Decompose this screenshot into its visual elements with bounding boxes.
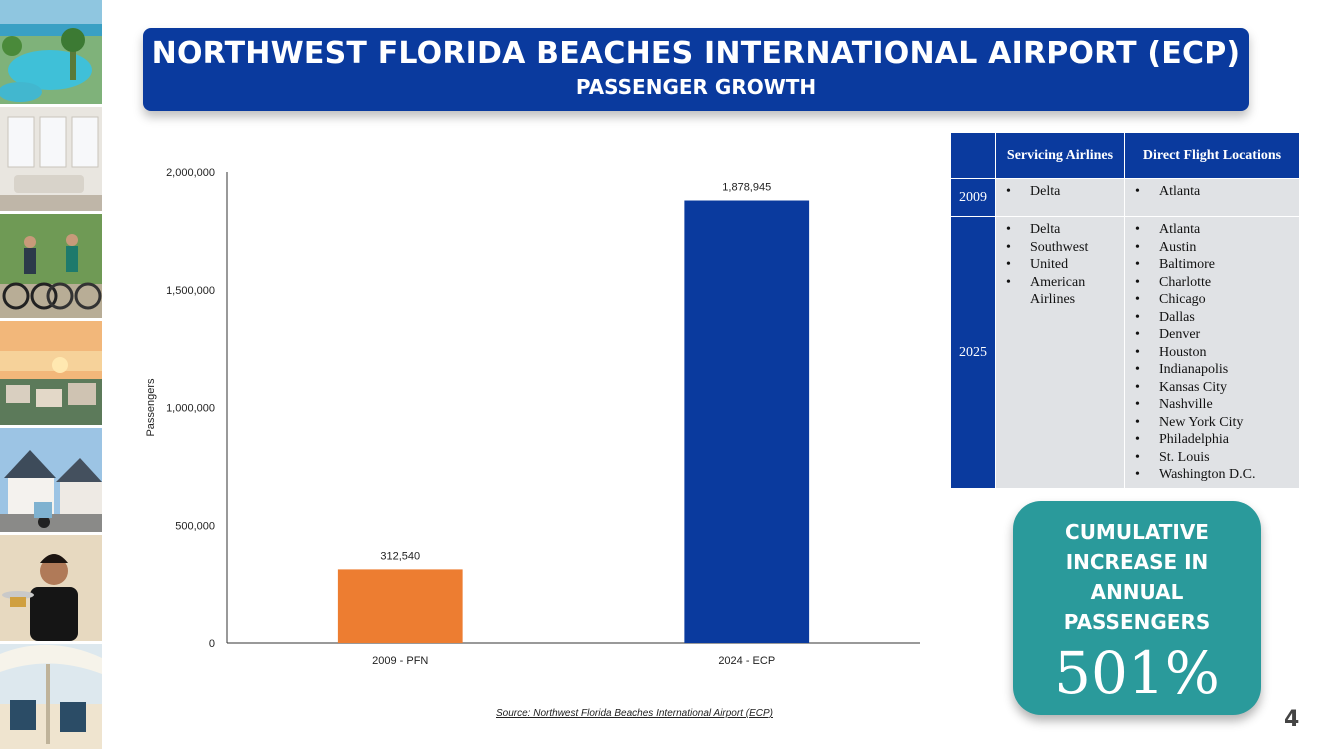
table-header-locations: Direct Flight Locations (1124, 132, 1300, 179)
page-number: 4 (1284, 707, 1300, 732)
x-tick-label: 2024 - ECP (718, 655, 775, 667)
passenger-bar-chart: Passengers 0 500,000 1,000,000 1,500,000 2,0… (145, 167, 920, 667)
row-locations: AtlantaAustinBaltimoreCharlotteChicagoDa… (1124, 216, 1300, 489)
bars: 312,540 2009 - PFN 1,878,945 2024 - ECP (337, 182, 810, 667)
location-item: Atlanta (1131, 183, 1293, 201)
location-item: New York City (1131, 414, 1293, 432)
location-item: Charlotte (1131, 274, 1293, 292)
y-axis-title: Passengers (145, 378, 157, 437)
source-note: Source: Northwest Florida Beaches Intern… (496, 708, 773, 719)
houses-scooter-photo (0, 428, 102, 532)
photo-strip (0, 0, 102, 749)
location-item: Houston (1131, 344, 1293, 362)
location-item: Austin (1131, 239, 1293, 257)
location-item: Baltimore (1131, 256, 1293, 274)
airline-item: Southwest (1002, 239, 1118, 257)
location-item: Atlanta (1131, 221, 1293, 239)
row-airlines: Delta (995, 178, 1125, 217)
table-row: 2009 Delta Atlanta (950, 178, 1300, 217)
airline-item: American Airlines (1002, 274, 1118, 309)
page-subtitle: PASSENGER GROWTH (575, 75, 817, 99)
y-tick-label: 1,000,000 (166, 403, 215, 415)
flights-table: Servicing Airlines Direct Flight Locatio… (950, 132, 1300, 489)
bar (684, 200, 810, 643)
y-tick-label: 2,000,000 (166, 167, 215, 179)
row-year: 2025 (950, 216, 996, 489)
location-item: Nashville (1131, 396, 1293, 414)
cumulative-increase-box: CUMULATIVE INCREASE IN ANNUAL PASSENGERS… (1013, 501, 1261, 715)
stat-value: 501% (1054, 639, 1220, 707)
cyclists-photo (0, 214, 102, 318)
stat-label: CUMULATIVE INCREASE IN ANNUAL PASSENGERS (1063, 520, 1211, 634)
server-waitress-photo (0, 535, 102, 641)
y-tick-label: 0 (209, 638, 215, 650)
location-item: St. Louis (1131, 449, 1293, 467)
page-title: NORTHWEST FLORIDA BEACHES INTERNATIONAL … (151, 36, 1241, 71)
location-item: Dallas (1131, 309, 1293, 327)
sunset-town-photo (0, 321, 102, 425)
location-item: Philadelphia (1131, 431, 1293, 449)
row-locations: Atlanta (1124, 178, 1300, 217)
table-header-airlines: Servicing Airlines (995, 132, 1125, 179)
bar-value-label: 312,540 (380, 550, 420, 562)
table-header-corner (950, 132, 996, 179)
airline-item: Delta (1002, 183, 1118, 201)
location-item: Washington D.C. (1131, 466, 1293, 484)
table-row: 2025DeltaSouthwestUnitedAmerican Airline… (950, 216, 1300, 489)
resort-pool-photo (0, 0, 102, 104)
bar (337, 569, 463, 643)
airline-item: United (1002, 256, 1118, 274)
location-item: Indianapolis (1131, 361, 1293, 379)
y-ticks: 0 500,000 1,000,000 1,500,000 2,000,000 (166, 167, 215, 650)
location-item: Kansas City (1131, 379, 1293, 397)
bar-value-label: 1,878,945 (722, 182, 771, 194)
y-tick-label: 500,000 (175, 520, 215, 532)
row-year: 2009 (950, 178, 996, 217)
beach-chairs-photo (0, 644, 102, 749)
y-tick-label: 1,500,000 (166, 285, 215, 297)
title-banner: NORTHWEST FLORIDA BEACHES INTERNATIONAL … (143, 28, 1249, 111)
location-item: Denver (1131, 326, 1293, 344)
row-airlines: DeltaSouthwestUnitedAmerican Airlines (995, 216, 1125, 489)
living-room-photo (0, 107, 102, 211)
airline-item: Delta (1002, 221, 1118, 239)
x-tick-label: 2009 - PFN (372, 655, 428, 667)
location-item: Chicago (1131, 291, 1293, 309)
